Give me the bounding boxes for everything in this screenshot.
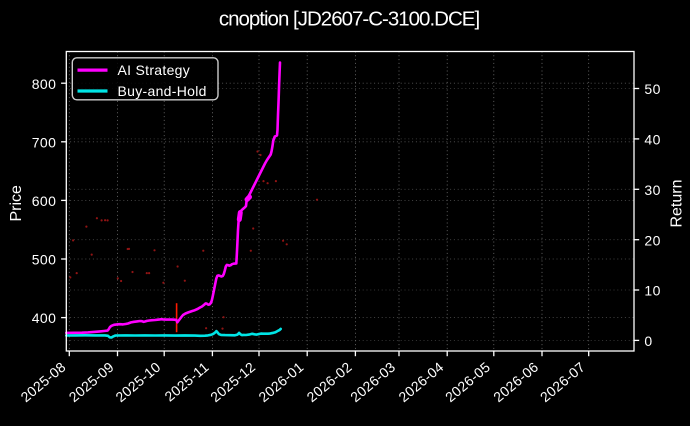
svg-text:50: 50	[644, 81, 660, 97]
svg-text:400: 400	[32, 310, 57, 326]
svg-text:500: 500	[32, 252, 57, 268]
svg-text:700: 700	[32, 134, 57, 150]
svg-text:10: 10	[644, 283, 660, 299]
svg-text:Return: Return	[668, 179, 685, 227]
svg-text:Price: Price	[8, 185, 25, 222]
svg-text:40: 40	[644, 132, 660, 148]
svg-text:cnoption [JD2607-C-3100.DCE]: cnoption [JD2607-C-3100.DCE]	[219, 8, 480, 31]
svg-text:600: 600	[32, 193, 57, 209]
svg-text:20: 20	[644, 232, 660, 248]
svg-text:800: 800	[32, 76, 57, 92]
svg-text:Buy-and-Hold: Buy-and-Hold	[118, 83, 207, 99]
svg-text:AI Strategy: AI Strategy	[118, 62, 191, 78]
svg-text:0: 0	[644, 333, 652, 349]
svg-text:30: 30	[644, 182, 660, 198]
